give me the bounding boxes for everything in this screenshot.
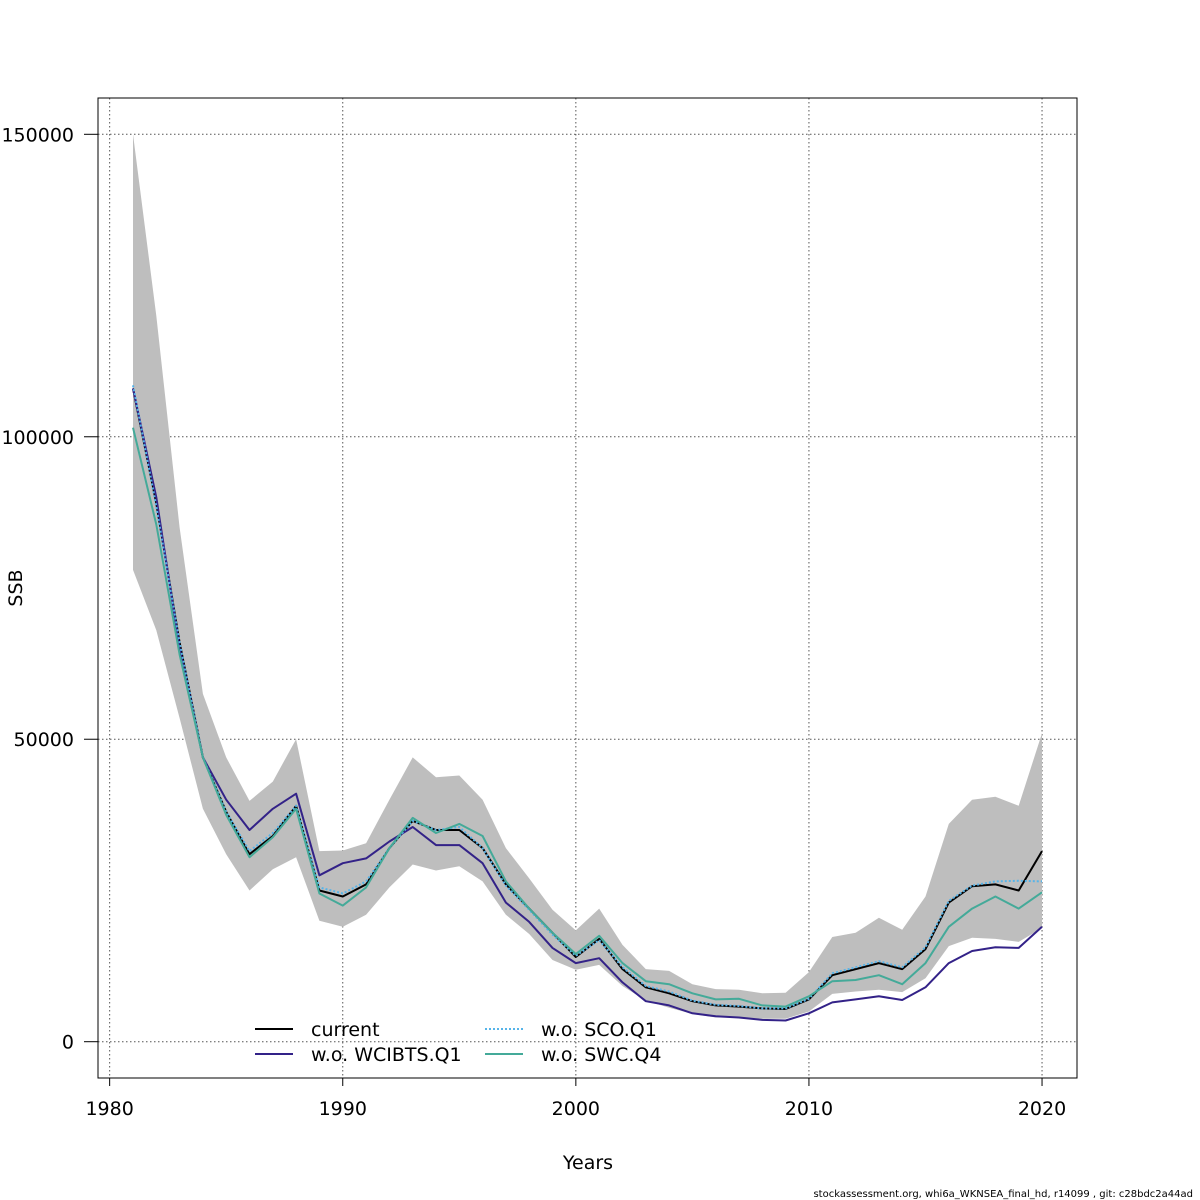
series-line-1 xyxy=(132,388,1043,1022)
y-tick-label: 150000 xyxy=(1,124,74,146)
series-line-3 xyxy=(132,427,1043,1008)
legend-label-1: w.o. WCIBTS.Q1 xyxy=(311,1044,462,1066)
series-layer xyxy=(132,385,1043,1022)
series-line-2 xyxy=(132,385,1043,1010)
x-tick-label: 2020 xyxy=(1018,1098,1066,1120)
x-tick-label: 2010 xyxy=(785,1098,833,1120)
x-tick-label: 1990 xyxy=(319,1098,367,1120)
legend: current w.o. WCIBTS.Q1 w.o. SCO.Q1 w.o. SWC… xyxy=(255,1019,661,1066)
series-line-0 xyxy=(132,388,1043,1010)
legend-label-3: w.o. SWC.Q4 xyxy=(541,1044,661,1066)
legend-label-0: current xyxy=(311,1019,380,1041)
x-tick-label: 2000 xyxy=(552,1098,600,1120)
y-tick-label: 0 xyxy=(62,1032,74,1054)
x-tick-label: 1980 xyxy=(85,1098,133,1120)
footer-text: stockassessment.org, whi6a_WKNSEA_final_… xyxy=(813,1189,1193,1200)
axis-layer: 1980 1990 2000 2010 2020 0 50000 100000 150000 xyxy=(1,124,1066,1120)
y-tick-label: 100000 xyxy=(1,427,74,449)
x-axis-title: Years xyxy=(562,1152,613,1174)
legend-label-2: w.o. SCO.Q1 xyxy=(541,1019,657,1041)
y-axis-title: SSB xyxy=(5,569,27,606)
confidence-band xyxy=(133,134,1042,1019)
confidence-band-layer xyxy=(133,134,1042,1019)
y-tick-label: 50000 xyxy=(14,729,74,751)
plot-frame xyxy=(97,97,1078,1079)
